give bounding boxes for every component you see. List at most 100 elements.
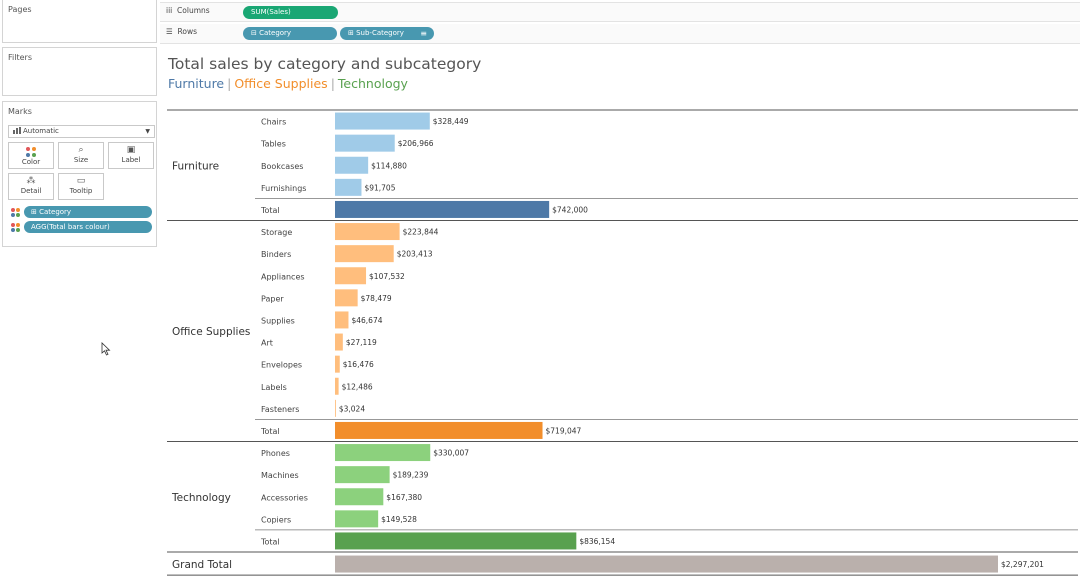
grand-total-value-label: $2,297,201 [1001, 560, 1044, 569]
marks-card-title: Marks [8, 107, 32, 116]
subcategory-label-office-supplies-labels: Labels [261, 383, 287, 392]
category-label-technology: Technology [171, 492, 231, 504]
columns-shelf: iii Columns SUM(Sales) [160, 2, 1080, 22]
marks-total-colour-pill[interactable]: AGG(Total bars colour) [24, 221, 152, 233]
subcategory-label-furniture-furnishings: Furnishings [261, 184, 306, 193]
pages-card[interactable]: Pages [2, 0, 157, 43]
total-bar-furniture [335, 200, 550, 218]
legend-item-technology: Technology [337, 76, 408, 91]
value-label-furniture-chairs: $328,449 [433, 117, 469, 126]
bar-office-supplies-storage [335, 223, 400, 241]
bar-chart-icon [13, 127, 21, 134]
rows-category-pill[interactable]: ⊟ Category [243, 27, 337, 40]
color-dots-icon [11, 223, 20, 232]
total-label-office-supplies: Total [260, 427, 280, 436]
bar-technology-copiers [335, 510, 379, 528]
subcategory-label-technology-accessories: Accessories [261, 493, 308, 502]
subcategory-label-office-supplies-appliances: Appliances [261, 272, 305, 281]
value-label-technology-total: $836,154 [579, 537, 615, 546]
marks-card: Marks Automatic ▼ Color ⌕ Size ▣ Label ⁂… [2, 101, 157, 247]
total-bar-technology [335, 532, 577, 550]
subcategory-label-office-supplies-storage: Storage [261, 228, 292, 237]
subcategory-label-furniture-tables: Tables [260, 140, 286, 149]
legend-item-furniture: Furniture [168, 76, 225, 91]
color-dots-icon [11, 208, 20, 217]
subcategory-label-office-supplies-supplies: Supplies [261, 316, 295, 325]
color-button[interactable]: Color [8, 142, 54, 169]
subcategory-label-office-supplies-fasteners: Fasteners [261, 405, 299, 414]
label-icon: ▣ [126, 145, 136, 155]
label-button[interactable]: ▣ Label [108, 142, 154, 169]
rows-label-text: Rows [177, 27, 198, 36]
filters-card[interactable]: Filters [2, 47, 157, 96]
filters-card-title: Filters [8, 53, 32, 62]
bar-technology-phones [335, 444, 431, 462]
value-label-technology-accessories: $167,380 [386, 493, 422, 502]
bar-furniture-tables [335, 134, 395, 152]
marks-category-pill-label: Category [39, 208, 72, 216]
bar-technology-machines [335, 466, 390, 484]
legend-separator: | [330, 76, 335, 91]
bar-office-supplies-art [335, 333, 343, 351]
rows-subcategory-pill[interactable]: ⊞ Sub-Category ≡ [340, 27, 434, 40]
columns-shelf-label: iii Columns [166, 6, 210, 15]
value-label-technology-copiers: $149,528 [381, 515, 417, 524]
mark-type-dropdown[interactable]: Automatic ▼ [8, 125, 155, 138]
tooltip-button[interactable]: ▭ Tooltip [58, 173, 104, 200]
subcategory-label-office-supplies-binders: Binders [261, 250, 291, 259]
detail-icon: ⁂ [26, 176, 36, 186]
category-label-office-supplies: Office Supplies [172, 326, 250, 338]
chevron-down-icon: ▼ [145, 128, 150, 135]
rows-subcategory-pill-label: Sub-Category [356, 29, 404, 37]
detail-button[interactable]: ⁂ Detail [8, 173, 54, 200]
subcategory-label-office-supplies-paper: Paper [261, 294, 284, 303]
subcategory-label-technology-machines: Machines [261, 471, 299, 480]
legend-item-office-supplies: Office Supplies [234, 76, 328, 91]
color-button-label: Color [21, 158, 41, 166]
subcategory-label-office-supplies-art: Art [261, 339, 273, 348]
size-icon: ⌕ [78, 145, 84, 155]
detail-button-label: Detail [20, 187, 42, 195]
bar-office-supplies-appliances [335, 267, 367, 285]
value-label-office-supplies-binders: $203,413 [397, 250, 433, 259]
value-label-office-supplies-paper: $78,479 [361, 294, 392, 303]
value-label-office-supplies-art: $27,119 [346, 338, 377, 347]
subcategory-label-technology-copiers: Copiers [261, 515, 291, 524]
total-bar-office-supplies [335, 421, 543, 439]
bar-technology-accessories [335, 488, 384, 506]
value-label-office-supplies-supplies: $46,674 [351, 316, 382, 325]
size-button[interactable]: ⌕ Size [58, 142, 104, 169]
color-dots-icon [26, 147, 36, 157]
rows-icon: ☰ [166, 27, 173, 36]
chart-legend: Furniture | Office Supplies | Technology [168, 76, 408, 91]
subcategory-label-furniture-bookcases: Bookcases [261, 162, 303, 171]
rows-category-pill-label: Category [259, 29, 292, 37]
value-label-office-supplies-envelopes: $16,476 [343, 360, 374, 369]
sum-sales-pill[interactable]: SUM(Sales) [243, 6, 338, 19]
chart-title: Total sales by category and subcategory [168, 55, 482, 73]
bar-office-supplies-paper [335, 289, 358, 307]
columns-label-text: Columns [177, 6, 210, 15]
tooltip-icon: ▭ [76, 176, 86, 186]
category-label-furniture: Furniture [172, 160, 219, 172]
bar-office-supplies-envelopes [335, 355, 340, 373]
rows-shelf-label: ☰ Rows [166, 27, 197, 36]
rows-shelf: ☰ Rows ⊟ Category ⊞ Sub-Category ≡ [160, 24, 1080, 44]
bar-office-supplies-binders [335, 245, 394, 263]
total-label-technology: Total [260, 537, 280, 546]
grand-total-bar [335, 555, 998, 573]
tooltip-button-label: Tooltip [69, 187, 93, 195]
marks-category-pill[interactable]: ⊞ Category [24, 206, 152, 218]
value-label-furniture-furnishings: $91,705 [364, 183, 395, 192]
value-label-office-supplies-storage: $223,844 [403, 228, 439, 237]
sort-icon: ≡ [420, 29, 427, 38]
pages-card-title: Pages [8, 5, 32, 14]
value-label-furniture-total: $742,000 [552, 205, 588, 214]
value-label-office-supplies-total: $719,047 [546, 426, 582, 435]
subcategory-label-technology-phones: Phones [261, 449, 290, 458]
columns-icon: iii [166, 6, 173, 15]
value-label-furniture-tables: $206,966 [398, 139, 434, 148]
bar-office-supplies-fasteners [335, 399, 336, 417]
value-label-technology-phones: $330,007 [433, 449, 469, 458]
